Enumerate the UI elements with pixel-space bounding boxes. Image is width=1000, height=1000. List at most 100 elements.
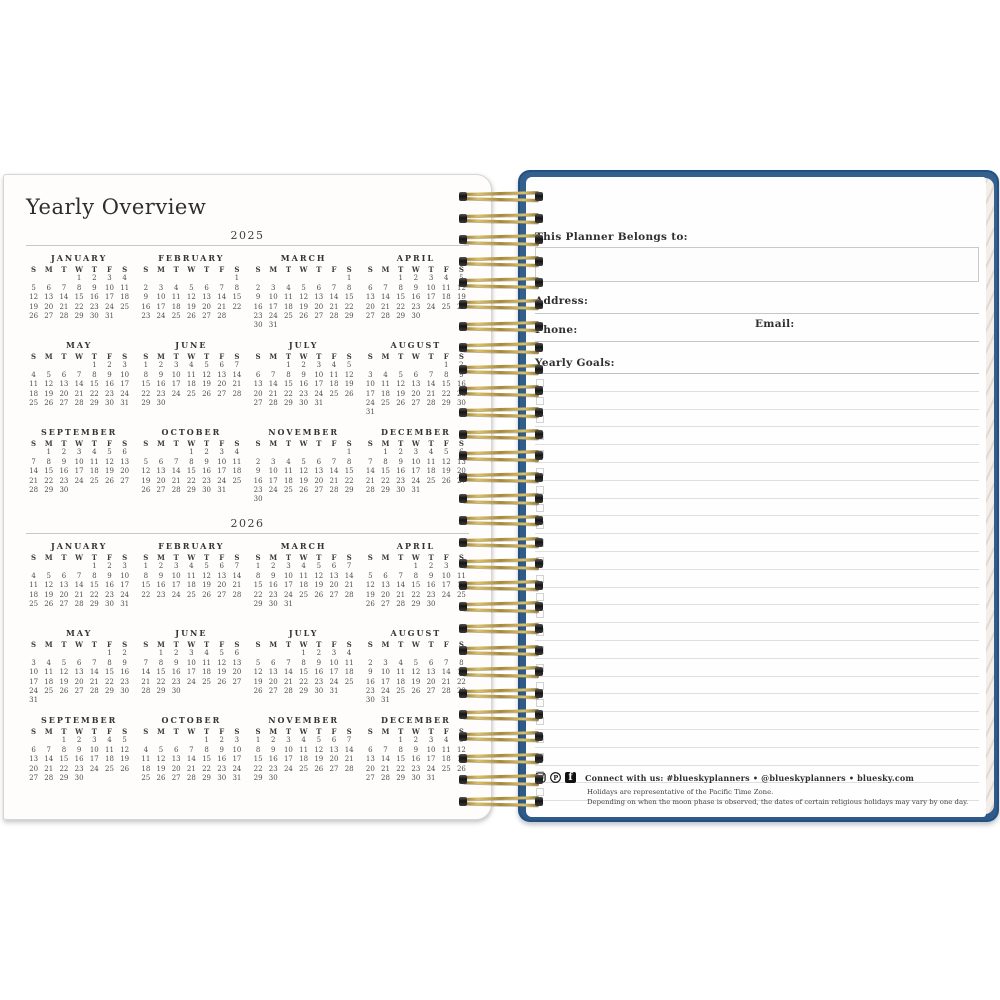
day-cell: 29 [105,686,114,695]
day-cell: 5 [61,658,67,667]
goal-row [535,694,979,713]
day-cell: 30 [253,321,263,330]
day-cell: 1 [255,562,261,571]
day-cell: 26 [411,686,421,695]
coil-wire [462,191,540,196]
day-cell: 10 [186,658,196,667]
day-cell: 2 [204,448,209,457]
day-cell: 19 [217,668,227,677]
dow-cell: F [443,640,449,649]
day-cell: 3 [189,649,194,658]
day-cell: 17 [156,302,166,311]
day-cell: 12 [396,380,406,389]
day-cell: 19 [314,581,324,590]
day-cell: 16 [253,476,263,485]
day-cell: 19 [344,380,354,389]
day-cell: 12 [456,745,466,754]
day-cell: 22 [141,389,151,398]
day-cell: 13 [268,668,278,677]
day-cell: 17 [381,677,390,686]
day-cell: 18 [171,302,181,311]
day-cell: 30 [268,773,278,782]
coil-wire [462,299,540,304]
day-cell: 24 [105,302,114,311]
binding-coil [459,666,543,678]
day-cell: 26 [441,476,451,485]
blank-cell [41,649,56,658]
dow-cell: W [411,553,420,562]
dow-cell: T [428,352,434,361]
day-cell: 13 [365,293,375,302]
day-cell: 16 [411,293,421,302]
day-cell: 31 [120,599,130,608]
day-cell: 6 [46,283,51,292]
day-cell: 21 [396,590,406,599]
day-cell: 11 [283,293,293,302]
dow-cell: W [411,352,420,361]
dow-cell: F [106,265,112,274]
day-cell: 17 [283,581,293,590]
day-cell: 29 [299,686,309,695]
day-cell: 9 [413,745,419,754]
pinterest-icon: P [550,772,561,783]
day-cell: 18 [441,755,451,764]
coil-end-cap [459,710,467,720]
day-cell: 19 [456,293,466,302]
coil-end-cap [459,732,467,741]
year-section-2026: 2026 JANUARY S M T W T F S 1 2 3 4 5 6 7 8 9 10 11 12 13 14 15 1… [26,517,469,793]
day-cell: 9 [122,658,127,667]
day-cell: 25 [381,398,390,407]
dow-cell: T [91,727,97,736]
dow-cell: S [234,352,240,361]
day-cell: 7 [398,571,403,580]
binding-coil [459,450,543,462]
day-cell: 29 [396,773,406,782]
day-cell: 5 [301,283,306,292]
coil-wire [462,586,540,591]
month-calendar: FEBRUARY S M T W T F S 1 2 3 4 5 6 7 8 9 10 11 12 13 14 15 16 17… [138,541,244,619]
dow-cell: M [157,265,165,274]
dow-cell: T [61,640,67,649]
day-cell: 24 [120,590,130,599]
day-cell: 11 [441,745,451,754]
day-cell: 8 [346,283,352,292]
day-cell: 18 [381,389,390,398]
dow-cell: S [234,265,240,274]
day-cell: 24 [283,590,293,599]
day-cell: 15 [156,668,166,677]
blank-cell [393,562,408,571]
day-cell: 5 [346,361,352,370]
goal-checkbox [536,503,544,512]
day-cell: 7 [271,370,276,379]
dow-cell: S [122,553,128,562]
day-cell: 29 [74,311,84,320]
day-cell: 30 [299,398,309,407]
day-cell: 8 [143,571,149,580]
day-cell: 16 [74,755,84,764]
dow-cell: M [381,352,390,361]
day-cell: 20 [268,677,278,686]
dow-cell: S [367,265,373,274]
day-cell: 4 [443,736,449,745]
coil-end-cap [459,559,467,569]
day-cell: 12 [314,745,324,754]
coil-end-cap [535,753,543,763]
day-cell: 1 [143,562,149,571]
day-cell: 26 [299,485,309,494]
day-cell: 20 [314,476,324,485]
day-cell: 17 [232,755,242,764]
day-cell: 3 [286,562,291,571]
day-cell: 6 [271,658,276,667]
dow-cell: T [61,727,67,736]
day-cell: 10 [268,293,278,302]
day-cell: 21 [59,302,69,311]
goal-checkbox [536,699,544,708]
day-cell: 15 [344,467,354,476]
day-cell: 10 [105,283,114,292]
day-cell: 19 [365,590,375,599]
day-cell: 2 [158,562,164,571]
dow-cell: S [143,553,149,562]
coil-end-cap [459,213,467,223]
dow-cell: T [91,265,97,274]
day-cell: 30 [217,773,227,782]
